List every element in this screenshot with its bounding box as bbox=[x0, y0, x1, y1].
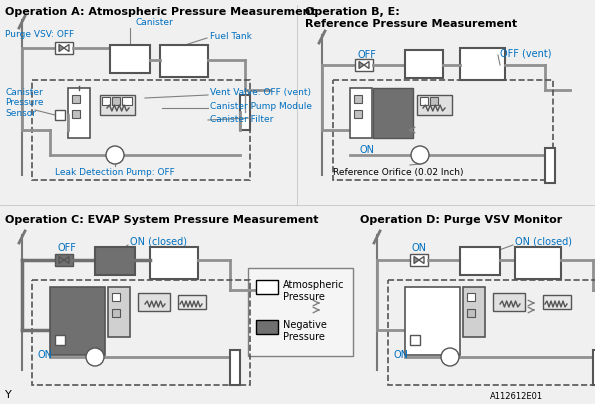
Polygon shape bbox=[64, 257, 69, 263]
Bar bbox=[354, 110, 362, 118]
Bar bbox=[50, 287, 105, 355]
Bar bbox=[230, 350, 240, 385]
Bar bbox=[460, 247, 500, 275]
Bar bbox=[354, 95, 362, 103]
Bar bbox=[463, 287, 485, 337]
Bar bbox=[122, 97, 132, 105]
Text: Y: Y bbox=[5, 390, 12, 400]
Bar bbox=[108, 287, 130, 337]
Text: OFF: OFF bbox=[57, 243, 76, 253]
Text: Canister: Canister bbox=[135, 18, 173, 27]
Bar bbox=[410, 254, 428, 266]
Bar bbox=[248, 268, 353, 356]
Bar bbox=[467, 309, 475, 317]
Bar bbox=[355, 59, 373, 71]
Text: Purge VSV: OFF: Purge VSV: OFF bbox=[5, 30, 74, 39]
Text: Operation B, E:: Operation B, E: bbox=[305, 7, 400, 17]
Polygon shape bbox=[414, 257, 419, 263]
Bar bbox=[410, 335, 420, 345]
Bar bbox=[55, 110, 65, 120]
Bar bbox=[545, 148, 555, 183]
Bar bbox=[405, 50, 443, 78]
Text: ON: ON bbox=[360, 145, 375, 155]
Bar bbox=[388, 280, 595, 385]
Text: Reference Orifice (0.02 Inch): Reference Orifice (0.02 Inch) bbox=[333, 168, 464, 177]
Bar bbox=[405, 287, 460, 355]
Text: Canister
Pressure
Sensor: Canister Pressure Sensor bbox=[5, 88, 43, 118]
Text: Atmospheric
Pressure: Atmospheric Pressure bbox=[283, 280, 345, 302]
Text: A112612E01: A112612E01 bbox=[490, 392, 543, 401]
Polygon shape bbox=[359, 61, 364, 69]
Text: Operation A: Atmospheric Pressure Measurement: Operation A: Atmospheric Pressure Measur… bbox=[5, 7, 316, 17]
Polygon shape bbox=[64, 44, 69, 51]
Bar bbox=[256, 320, 278, 334]
Bar bbox=[72, 95, 80, 103]
Bar bbox=[333, 80, 553, 180]
Bar bbox=[178, 295, 206, 309]
Bar bbox=[256, 280, 278, 294]
Bar bbox=[55, 42, 73, 54]
Bar bbox=[100, 95, 135, 115]
Bar bbox=[543, 295, 571, 309]
Text: Vent Valve: OFF (vent): Vent Valve: OFF (vent) bbox=[210, 88, 311, 97]
Text: Canister Filter: Canister Filter bbox=[210, 115, 273, 124]
Text: OFF: OFF bbox=[357, 50, 376, 60]
Bar bbox=[110, 45, 150, 73]
Bar bbox=[138, 293, 170, 311]
Bar bbox=[55, 254, 73, 266]
Text: ON: ON bbox=[393, 350, 408, 360]
Bar bbox=[112, 309, 120, 317]
Bar bbox=[460, 48, 505, 80]
Text: Negative
Pressure: Negative Pressure bbox=[283, 320, 327, 342]
Text: ON: ON bbox=[412, 243, 427, 253]
Bar bbox=[112, 97, 120, 105]
Bar bbox=[373, 88, 413, 138]
Bar bbox=[95, 247, 135, 275]
Bar bbox=[32, 80, 250, 180]
Text: Canister Pump Module: Canister Pump Module bbox=[210, 102, 312, 111]
Bar bbox=[593, 350, 595, 385]
Bar bbox=[150, 247, 198, 279]
Text: Operation C: EVAP System Pressure Measurement: Operation C: EVAP System Pressure Measur… bbox=[5, 215, 318, 225]
Text: Leak Detection Pump: OFF: Leak Detection Pump: OFF bbox=[55, 168, 175, 177]
Text: ON (closed): ON (closed) bbox=[515, 237, 572, 247]
Text: ON (closed): ON (closed) bbox=[130, 237, 187, 247]
Polygon shape bbox=[364, 61, 369, 69]
Bar bbox=[72, 110, 80, 118]
Bar bbox=[467, 293, 475, 301]
Bar bbox=[68, 88, 90, 138]
Bar bbox=[350, 88, 372, 138]
Circle shape bbox=[411, 146, 429, 164]
Text: Fuel Tank: Fuel Tank bbox=[210, 32, 252, 41]
Bar bbox=[55, 335, 65, 345]
Polygon shape bbox=[419, 257, 424, 263]
Bar bbox=[102, 97, 110, 105]
Text: OFF (vent): OFF (vent) bbox=[500, 48, 552, 58]
Circle shape bbox=[441, 348, 459, 366]
Bar bbox=[112, 293, 120, 301]
Bar bbox=[493, 293, 525, 311]
Bar bbox=[32, 280, 250, 385]
Bar bbox=[417, 95, 452, 115]
Text: Reference Pressure Measurement: Reference Pressure Measurement bbox=[305, 19, 517, 29]
Bar bbox=[160, 45, 208, 77]
Bar bbox=[420, 97, 428, 105]
Circle shape bbox=[86, 348, 104, 366]
Bar bbox=[430, 97, 438, 105]
Text: ON: ON bbox=[38, 350, 53, 360]
Polygon shape bbox=[59, 257, 64, 263]
Circle shape bbox=[106, 146, 124, 164]
Polygon shape bbox=[59, 44, 64, 51]
Text: Operation D: Purge VSV Monitor: Operation D: Purge VSV Monitor bbox=[360, 215, 562, 225]
Bar bbox=[515, 247, 561, 279]
Bar bbox=[240, 95, 250, 130]
